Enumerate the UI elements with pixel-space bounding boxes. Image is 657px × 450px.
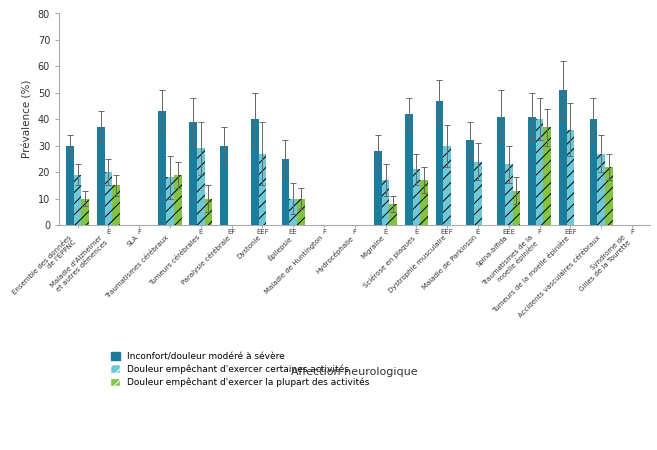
- Bar: [543, 127, 551, 225]
- Bar: [158, 111, 166, 225]
- Y-axis label: Prévalence (%): Prévalence (%): [22, 80, 32, 158]
- Text: EF: EF: [227, 229, 236, 235]
- Text: Hydrocéphalie: Hydrocéphalie: [314, 234, 355, 275]
- Bar: [189, 122, 197, 225]
- Bar: [605, 167, 613, 225]
- Text: EE: EE: [289, 229, 298, 235]
- Legend: Inconfort/douleur modéré à sévère, Douleur empêchant d'exercer certaines activit: Inconfort/douleur modéré à sévère, Doule…: [111, 352, 370, 387]
- Text: Tumeurs de la moelle épinière: Tumeurs de la moelle épinière: [491, 234, 570, 314]
- Bar: [505, 164, 512, 225]
- Bar: [166, 177, 174, 225]
- Text: EEF: EEF: [564, 229, 577, 235]
- Bar: [374, 151, 382, 225]
- Bar: [466, 140, 474, 225]
- Bar: [204, 198, 212, 225]
- Text: EEE: EEE: [502, 229, 515, 235]
- Bar: [382, 180, 390, 225]
- Bar: [74, 175, 81, 225]
- Text: E: E: [106, 229, 110, 235]
- Bar: [443, 146, 451, 225]
- Bar: [528, 117, 535, 225]
- Text: F: F: [322, 229, 326, 235]
- Text: EEF: EEF: [441, 229, 453, 235]
- Text: Ensemble des données
de l'EPPNC: Ensemble des données de l'EPPNC: [11, 234, 78, 301]
- Bar: [589, 119, 597, 225]
- Bar: [112, 185, 120, 225]
- Bar: [559, 90, 566, 225]
- Text: Traumatismes de la
moelle épinière: Traumatismes de la moelle épinière: [482, 234, 539, 292]
- Bar: [474, 162, 482, 225]
- Bar: [197, 148, 204, 225]
- Bar: [259, 153, 266, 225]
- Bar: [66, 146, 74, 225]
- Bar: [81, 198, 89, 225]
- Text: Maladie de Huntington: Maladie de Huntington: [263, 234, 324, 295]
- Bar: [535, 119, 543, 225]
- Bar: [436, 101, 443, 225]
- Bar: [174, 175, 181, 225]
- Text: E: E: [476, 229, 480, 235]
- Text: F: F: [537, 229, 541, 235]
- Text: Spina-bifida: Spina-bifida: [475, 234, 509, 268]
- Text: Épilepsie: Épilepsie: [266, 234, 293, 261]
- Text: Tumeurs cérébrales: Tumeurs cérébrales: [148, 234, 201, 287]
- Text: F: F: [630, 229, 634, 235]
- Text: Accidents vasculaires cérébraux: Accidents vasculaires cérébraux: [517, 234, 601, 318]
- Text: F: F: [353, 229, 357, 235]
- Bar: [420, 180, 428, 225]
- Text: Affection neurologique: Affection neurologique: [292, 367, 418, 377]
- Text: Paralysie cérébrale: Paralysie cérébrale: [180, 234, 231, 286]
- Text: Sclérose en plaques: Sclérose en plaques: [362, 234, 417, 289]
- Text: E: E: [198, 229, 203, 235]
- Text: F: F: [137, 229, 141, 235]
- Bar: [289, 198, 297, 225]
- Bar: [405, 114, 413, 225]
- Text: E: E: [384, 229, 388, 235]
- Bar: [282, 159, 289, 225]
- Bar: [220, 146, 228, 225]
- Text: Migraine: Migraine: [360, 234, 386, 260]
- Text: Dystrophie musculaire: Dystrophie musculaire: [388, 234, 447, 294]
- Bar: [413, 170, 420, 225]
- Text: E: E: [414, 229, 419, 235]
- Text: Traumatismes cérébraux: Traumatismes cérébraux: [104, 234, 170, 300]
- Text: EEF: EEF: [256, 229, 269, 235]
- Bar: [512, 191, 520, 225]
- Bar: [566, 130, 574, 225]
- Text: Dystonie: Dystonie: [237, 234, 262, 260]
- Bar: [297, 198, 305, 225]
- Bar: [497, 117, 505, 225]
- Text: Maladie de Parkinson: Maladie de Parkinson: [421, 234, 478, 291]
- Bar: [104, 172, 112, 225]
- Bar: [597, 153, 605, 225]
- Text: Maladie d'Alzheimer
et autres démences: Maladie d'Alzheimer et autres démences: [49, 234, 108, 293]
- Bar: [251, 119, 259, 225]
- Text: SLA: SLA: [125, 234, 139, 248]
- Bar: [390, 204, 397, 225]
- Text: Syndrome de
Gilles de la Tourette: Syndrome de Gilles de la Tourette: [574, 234, 632, 292]
- Bar: [97, 127, 104, 225]
